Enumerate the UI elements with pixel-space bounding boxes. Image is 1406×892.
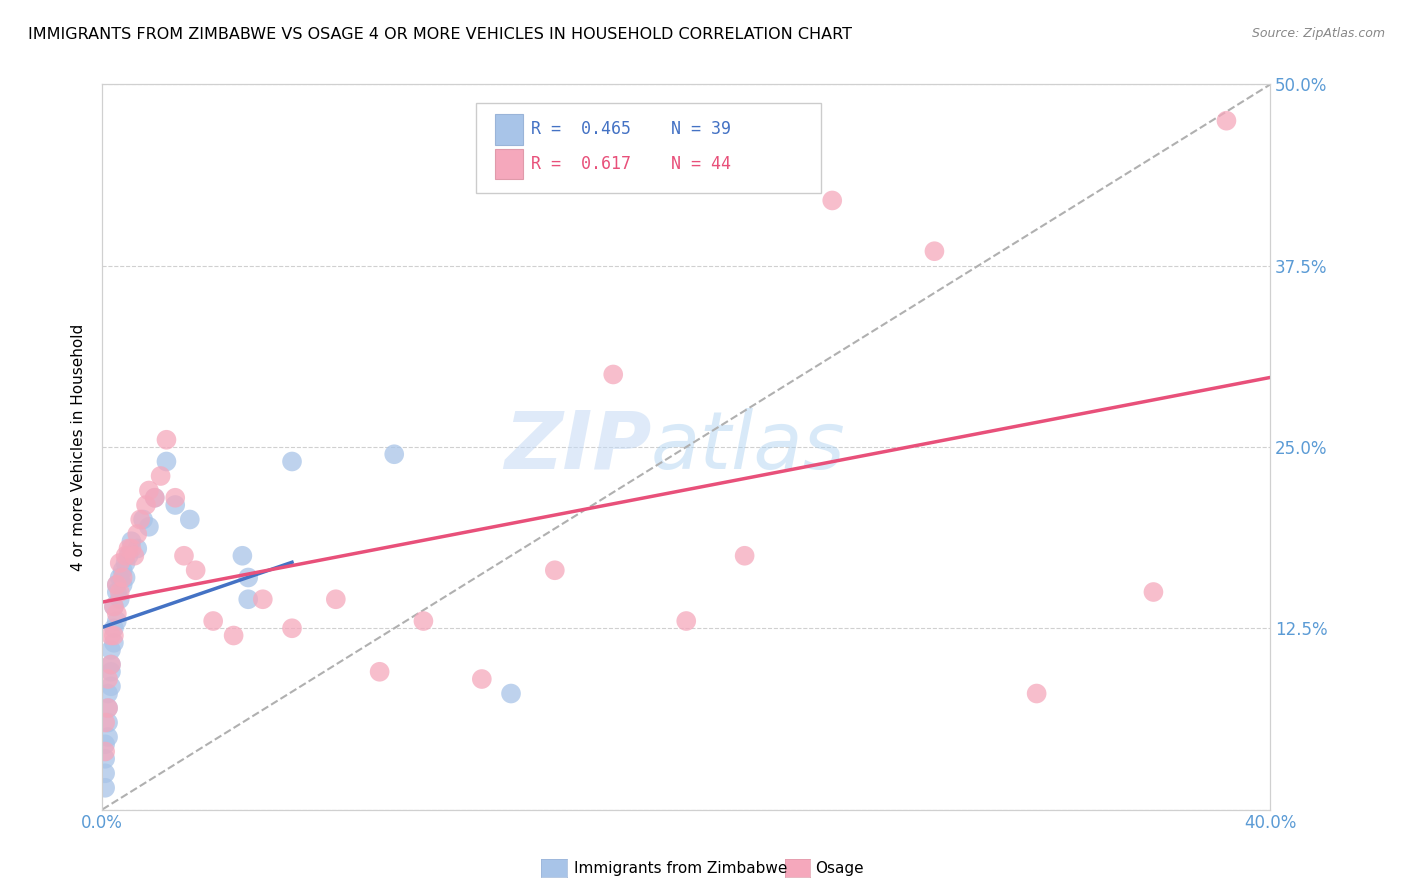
Point: [100, 643, 122, 657]
Point: [252, 592, 274, 607]
Point: [1025, 686, 1047, 700]
Point: [675, 614, 697, 628]
Point: [155, 454, 177, 468]
Point: [105, 607, 128, 621]
Point: [165, 498, 187, 512]
Point: [173, 549, 195, 563]
Point: [1142, 585, 1164, 599]
Point: [114, 570, 136, 584]
Point: [94, 745, 117, 759]
Point: [105, 578, 128, 592]
Point: [103, 628, 125, 642]
FancyBboxPatch shape: [477, 103, 821, 194]
Point: [124, 549, 146, 563]
Point: [165, 491, 187, 505]
Point: [111, 570, 134, 584]
Point: [103, 621, 125, 635]
Point: [179, 512, 201, 526]
Point: [127, 541, 149, 556]
Point: [821, 194, 844, 208]
Point: [149, 469, 172, 483]
Point: [135, 498, 157, 512]
FancyBboxPatch shape: [495, 149, 523, 179]
Point: [105, 578, 128, 592]
Point: [325, 592, 347, 607]
Point: [108, 592, 131, 607]
Point: [143, 491, 166, 505]
FancyBboxPatch shape: [495, 114, 523, 145]
Point: [544, 563, 567, 577]
Point: [94, 752, 117, 766]
Point: [202, 614, 225, 628]
Point: [97, 730, 120, 744]
Point: [97, 715, 120, 730]
Point: [117, 541, 139, 556]
Point: [108, 585, 131, 599]
Point: [368, 665, 391, 679]
Point: [281, 621, 304, 635]
Text: Source: ZipAtlas.com: Source: ZipAtlas.com: [1251, 27, 1385, 40]
Y-axis label: 4 or more Vehicles in Household: 4 or more Vehicles in Household: [72, 324, 86, 571]
Point: [382, 447, 405, 461]
Text: IMMIGRANTS FROM ZIMBABWE VS OSAGE 4 OR MORE VEHICLES IN HOUSEHOLD CORRELATION CH: IMMIGRANTS FROM ZIMBABWE VS OSAGE 4 OR M…: [28, 27, 852, 42]
Point: [184, 563, 207, 577]
Point: [94, 766, 117, 780]
Point: [120, 541, 142, 556]
Text: R =  0.465    N = 39: R = 0.465 N = 39: [531, 120, 731, 138]
Point: [120, 534, 142, 549]
Point: [132, 512, 155, 526]
Point: [281, 454, 304, 468]
Point: [97, 672, 120, 686]
Point: [94, 715, 117, 730]
Point: [238, 592, 260, 607]
Point: [117, 549, 139, 563]
Point: [129, 512, 152, 526]
Point: [108, 570, 131, 584]
Point: [97, 701, 120, 715]
Point: [100, 657, 122, 672]
Point: [100, 665, 122, 679]
Point: [602, 368, 624, 382]
Point: [105, 614, 128, 628]
Text: ZIP: ZIP: [503, 408, 651, 486]
Point: [499, 686, 522, 700]
Point: [94, 737, 117, 751]
Point: [100, 679, 122, 693]
Point: [114, 556, 136, 570]
Point: [103, 599, 125, 614]
Point: [155, 433, 177, 447]
Point: [138, 520, 160, 534]
Point: [97, 686, 120, 700]
Point: [111, 563, 134, 577]
Point: [231, 549, 253, 563]
Point: [105, 585, 128, 599]
Point: [924, 244, 946, 259]
Point: [108, 556, 131, 570]
Point: [222, 628, 245, 642]
Point: [127, 527, 149, 541]
Point: [114, 549, 136, 563]
Point: [1215, 113, 1237, 128]
Text: Immigrants from Zimbabwe: Immigrants from Zimbabwe: [574, 862, 787, 876]
Point: [103, 636, 125, 650]
Point: [471, 672, 494, 686]
Point: [238, 570, 260, 584]
Point: [143, 491, 166, 505]
Point: [97, 701, 120, 715]
Point: [100, 657, 122, 672]
Point: [138, 483, 160, 498]
Text: Osage: Osage: [815, 862, 865, 876]
Point: [100, 628, 122, 642]
Point: [111, 578, 134, 592]
Point: [734, 549, 756, 563]
Text: atlas: atlas: [651, 408, 846, 486]
Point: [94, 780, 117, 795]
Point: [412, 614, 434, 628]
Text: R =  0.617    N = 44: R = 0.617 N = 44: [531, 155, 731, 173]
Point: [103, 599, 125, 614]
